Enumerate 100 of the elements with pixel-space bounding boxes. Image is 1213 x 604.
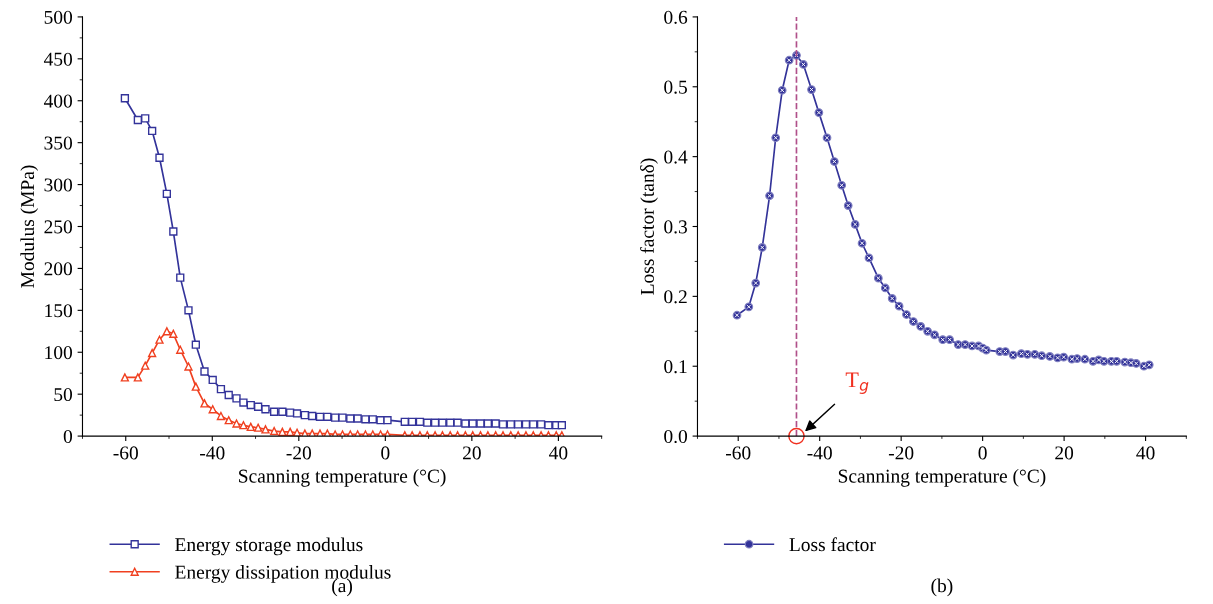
point: [461, 419, 470, 428]
point: [353, 414, 362, 423]
y-axis-title: Modulus (MPa): [20, 165, 39, 288]
point: [191, 340, 201, 349]
point: [216, 411, 226, 421]
point: [208, 405, 217, 414]
point: [498, 420, 508, 429]
point: [200, 399, 209, 408]
point: [176, 273, 185, 282]
point: [323, 412, 332, 421]
x-tick-label: -60: [725, 446, 751, 460]
point: [147, 348, 157, 358]
point: [383, 415, 392, 425]
point: [338, 413, 347, 422]
x-tick-label: 40: [549, 446, 568, 460]
y-tick-label: 150: [45, 304, 73, 318]
text: (b): [931, 578, 953, 597]
x-axis-title: Scanning temperature (°C): [838, 469, 1046, 487]
point: [346, 414, 355, 423]
x-tick-label: 20: [462, 446, 481, 460]
point: [261, 405, 270, 414]
y-tick-label: 500: [44, 10, 73, 24]
y-tick-label: 0.0: [664, 429, 688, 444]
point: [476, 419, 485, 428]
point: [155, 335, 164, 344]
y-tick-label: 400: [43, 94, 73, 108]
y-tick-label: 0.4: [664, 150, 688, 164]
point: [239, 421, 248, 430]
x-tick-label: -60: [113, 446, 138, 460]
point: [483, 419, 493, 428]
x-tick-label: -20: [286, 446, 312, 460]
y-tick-label: 200: [44, 262, 73, 276]
point: [239, 398, 248, 407]
y-tick-label: 0.2: [664, 290, 687, 304]
y-tick-label: 450: [43, 52, 73, 66]
legend-label: Energy storage modulus: [175, 537, 363, 556]
point: [208, 375, 217, 385]
point: [529, 420, 538, 429]
x-tick-label: -20: [888, 446, 914, 460]
point: [120, 94, 130, 103]
y-tick-label: 0.5: [664, 80, 687, 94]
point: [468, 419, 477, 428]
y-tick-label: 50: [54, 387, 73, 402]
x-axis-title: Scanning temperature (°C): [239, 469, 446, 487]
y-tick-label: 300: [44, 178, 73, 192]
y-tick-label: 0.1: [664, 360, 687, 374]
point: [200, 367, 209, 376]
point: [438, 418, 447, 427]
point: [253, 423, 263, 432]
point: [308, 411, 317, 421]
y-tick-label: 0: [63, 429, 73, 444]
point: [191, 382, 201, 391]
point: [147, 126, 157, 136]
point: [278, 407, 287, 416]
point: [216, 384, 226, 394]
x-tick-label: -40: [200, 446, 225, 460]
point: [269, 407, 279, 416]
point: [162, 189, 172, 198]
y-tick-label: 350: [44, 136, 73, 150]
y-tick-label: 250: [44, 220, 73, 234]
point: [269, 426, 279, 436]
point: [285, 408, 295, 417]
annotation: T$_{g}$: [845, 372, 869, 394]
point: [261, 425, 270, 434]
point: [184, 306, 193, 315]
point: [176, 345, 185, 354]
point: [407, 417, 417, 427]
point: [330, 413, 340, 422]
point: [120, 373, 130, 382]
x-tick-label: -40: [807, 446, 832, 460]
y-axis-title: Loss factor (tanδ): [640, 158, 658, 295]
x-tick-label: 0: [381, 446, 390, 460]
point: [155, 153, 164, 162]
point: [521, 420, 531, 429]
point: [224, 415, 233, 425]
point: [169, 329, 178, 338]
y-tick-label: 0.3: [664, 220, 687, 234]
point: [141, 114, 150, 123]
point: [506, 420, 515, 429]
legend-label: Loss factor: [789, 537, 876, 552]
point: [491, 419, 500, 428]
point: [536, 420, 546, 429]
point: [292, 409, 302, 418]
point: [246, 422, 255, 432]
point: [423, 418, 432, 427]
y-tick-label: 100: [45, 346, 73, 360]
point: [557, 421, 567, 430]
point: [453, 418, 462, 427]
point: [184, 362, 193, 371]
x-tick-label: 0: [978, 446, 987, 460]
point: [169, 227, 178, 236]
x-tick-label: 40: [1136, 446, 1155, 460]
point: [544, 421, 553, 430]
point: [232, 419, 241, 428]
point: [361, 415, 370, 424]
point: [513, 420, 523, 429]
point: [133, 373, 143, 382]
point: [141, 361, 150, 370]
point: [232, 394, 241, 403]
y-tick-label: 0.6: [664, 10, 688, 24]
